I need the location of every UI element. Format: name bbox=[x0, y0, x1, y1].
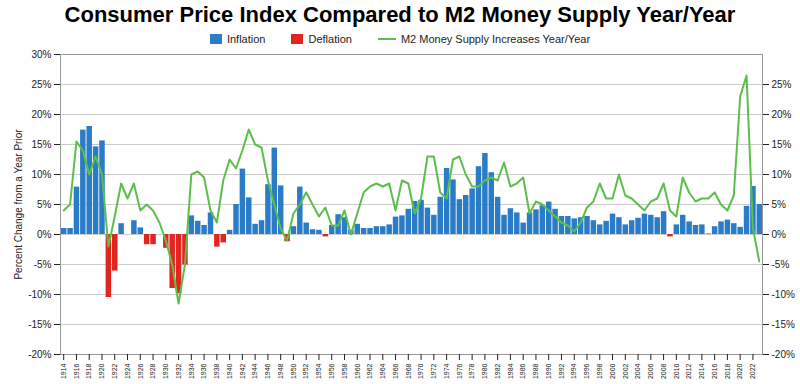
svg-text:2000: 2000 bbox=[609, 363, 616, 379]
svg-text:1954: 1954 bbox=[315, 363, 322, 379]
svg-text:2008: 2008 bbox=[660, 363, 667, 379]
svg-text:15%: 15% bbox=[772, 139, 792, 150]
svg-text:25%: 25% bbox=[772, 79, 792, 90]
svg-text:1948: 1948 bbox=[277, 363, 284, 379]
svg-text:-10%: -10% bbox=[772, 289, 795, 300]
html-text:Consumer Price Index Compared: Consumer Price Index Compared to M2 Mone… bbox=[64, 2, 736, 27]
svg-text:2012: 2012 bbox=[685, 363, 692, 379]
svg-text:10%: 10% bbox=[772, 169, 792, 180]
svg-text:5%: 5% bbox=[37, 199, 52, 210]
svg-text:1922: 1922 bbox=[111, 363, 118, 379]
svg-text:1946: 1946 bbox=[264, 363, 271, 379]
svg-text:1936: 1936 bbox=[200, 363, 207, 379]
html-text:Inflation: Inflation bbox=[226, 33, 266, 45]
svg-text:-10%: -10% bbox=[28, 289, 51, 300]
svg-text:2004: 2004 bbox=[634, 363, 641, 379]
svg-text:1972: 1972 bbox=[430, 363, 437, 379]
svg-text:1950: 1950 bbox=[290, 363, 297, 379]
svg-text:1938: 1938 bbox=[213, 363, 220, 379]
svg-text:2016: 2016 bbox=[711, 363, 718, 379]
svg-text:1986: 1986 bbox=[519, 363, 526, 379]
svg-text:1966: 1966 bbox=[392, 363, 399, 379]
svg-text:2022: 2022 bbox=[749, 363, 756, 379]
svg-text:1996: 1996 bbox=[583, 363, 590, 379]
svg-text:1940: 1940 bbox=[226, 363, 233, 379]
svg-text:2006: 2006 bbox=[647, 363, 654, 379]
svg-text:-15%: -15% bbox=[28, 319, 51, 330]
svg-text:1930: 1930 bbox=[162, 363, 169, 379]
svg-text:1928: 1928 bbox=[149, 363, 156, 379]
svg-text:2010: 2010 bbox=[673, 363, 680, 379]
svg-text:20%: 20% bbox=[31, 109, 51, 120]
svg-text:-20%: -20% bbox=[772, 349, 795, 360]
svg-text:1934: 1934 bbox=[188, 363, 195, 379]
svg-text:15%: 15% bbox=[31, 139, 51, 150]
svg-text:1942: 1942 bbox=[239, 363, 246, 379]
svg-text:1914: 1914 bbox=[60, 363, 67, 379]
svg-text:1988: 1988 bbox=[532, 363, 539, 379]
svg-text:2014: 2014 bbox=[698, 363, 705, 379]
svg-text:1968: 1968 bbox=[405, 363, 412, 379]
svg-text:Percent Change from a Year Pri: Percent Change from a Year Prior bbox=[13, 129, 24, 280]
svg-text:1970: 1970 bbox=[417, 363, 424, 379]
svg-text:1964: 1964 bbox=[379, 363, 386, 379]
svg-text:0%: 0% bbox=[772, 229, 787, 240]
svg-text:1962: 1962 bbox=[366, 363, 373, 379]
svg-text:2018: 2018 bbox=[724, 363, 731, 379]
svg-text:25%: 25% bbox=[31, 79, 51, 90]
svg-text:1956: 1956 bbox=[328, 363, 335, 379]
svg-text:1918: 1918 bbox=[85, 363, 92, 379]
svg-text:1924: 1924 bbox=[124, 363, 131, 379]
svg-text:1984: 1984 bbox=[507, 363, 514, 379]
svg-text:2002: 2002 bbox=[622, 363, 629, 379]
svg-text:-5%: -5% bbox=[772, 259, 790, 270]
svg-text:-20%: -20% bbox=[28, 349, 51, 360]
svg-text:2020: 2020 bbox=[736, 363, 743, 379]
svg-text:1944: 1944 bbox=[251, 363, 258, 379]
svg-text:1974: 1974 bbox=[443, 363, 450, 379]
svg-text:30%: 30% bbox=[31, 49, 51, 60]
svg-text:1920: 1920 bbox=[98, 363, 105, 379]
svg-text:-15%: -15% bbox=[772, 319, 795, 330]
svg-text:1958: 1958 bbox=[341, 363, 348, 379]
svg-text:1998: 1998 bbox=[596, 363, 603, 379]
svg-text:1916: 1916 bbox=[73, 363, 80, 379]
svg-text:-5%: -5% bbox=[34, 259, 52, 270]
svg-text:0%: 0% bbox=[37, 229, 52, 240]
svg-text:1994: 1994 bbox=[570, 363, 577, 379]
svg-text:1952: 1952 bbox=[302, 363, 309, 379]
svg-text:5%: 5% bbox=[772, 199, 787, 210]
svg-text:1980: 1980 bbox=[481, 363, 488, 379]
svg-text:1992: 1992 bbox=[558, 363, 565, 379]
html-text:M2 Money Supply Increases Year: M2 Money Supply Increases Year/Year bbox=[400, 33, 590, 45]
svg-text:1926: 1926 bbox=[137, 363, 144, 379]
html-text:Deflation: Deflation bbox=[308, 33, 352, 45]
svg-text:1960: 1960 bbox=[353, 363, 360, 379]
svg-text:1978: 1978 bbox=[468, 363, 475, 379]
svg-text:1932: 1932 bbox=[175, 363, 182, 379]
svg-text:20%: 20% bbox=[772, 109, 792, 120]
svg-text:1976: 1976 bbox=[456, 363, 463, 379]
svg-text:10%: 10% bbox=[31, 169, 51, 180]
svg-text:1990: 1990 bbox=[545, 363, 552, 379]
svg-text:1982: 1982 bbox=[494, 363, 501, 379]
